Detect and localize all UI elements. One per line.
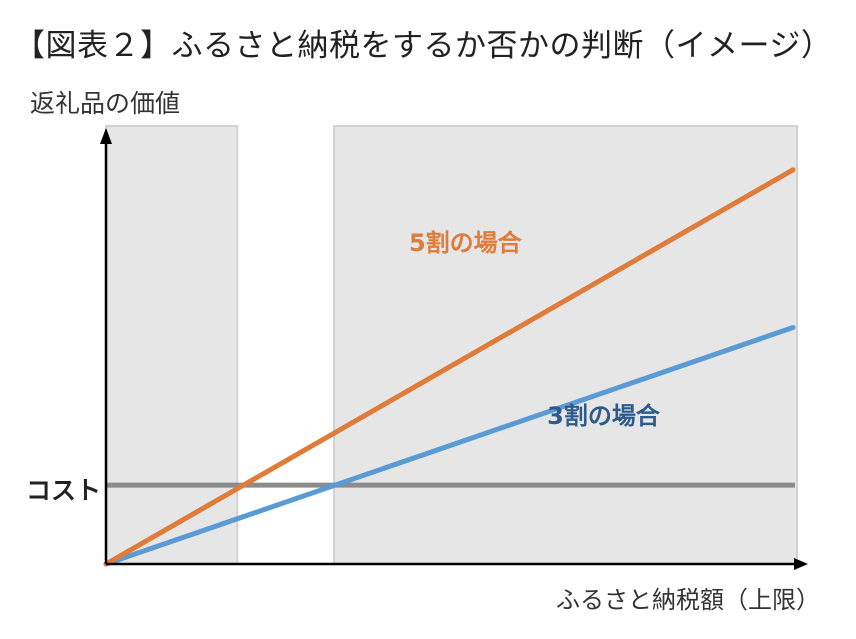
- y-axis-arrow: [100, 128, 112, 144]
- series-label-2: 3割の場合: [547, 402, 661, 430]
- series-line-2: [103, 324, 796, 567]
- shaded-region-1: [105, 125, 239, 565]
- cost-label: コスト: [26, 476, 102, 505]
- shaded-region-2: [333, 125, 798, 565]
- x-axis-label: ふるさと納税額（上限）: [556, 586, 820, 614]
- series-label-1: 5割の場合: [409, 229, 523, 257]
- series-line-1: [103, 167, 796, 567]
- y-axis-label: 返礼品の価値: [30, 89, 181, 118]
- chart-title: 【図表２】ふるさと納税をするか否かの判断（イメージ）: [14, 28, 833, 64]
- x-axis-arrow: [794, 558, 808, 570]
